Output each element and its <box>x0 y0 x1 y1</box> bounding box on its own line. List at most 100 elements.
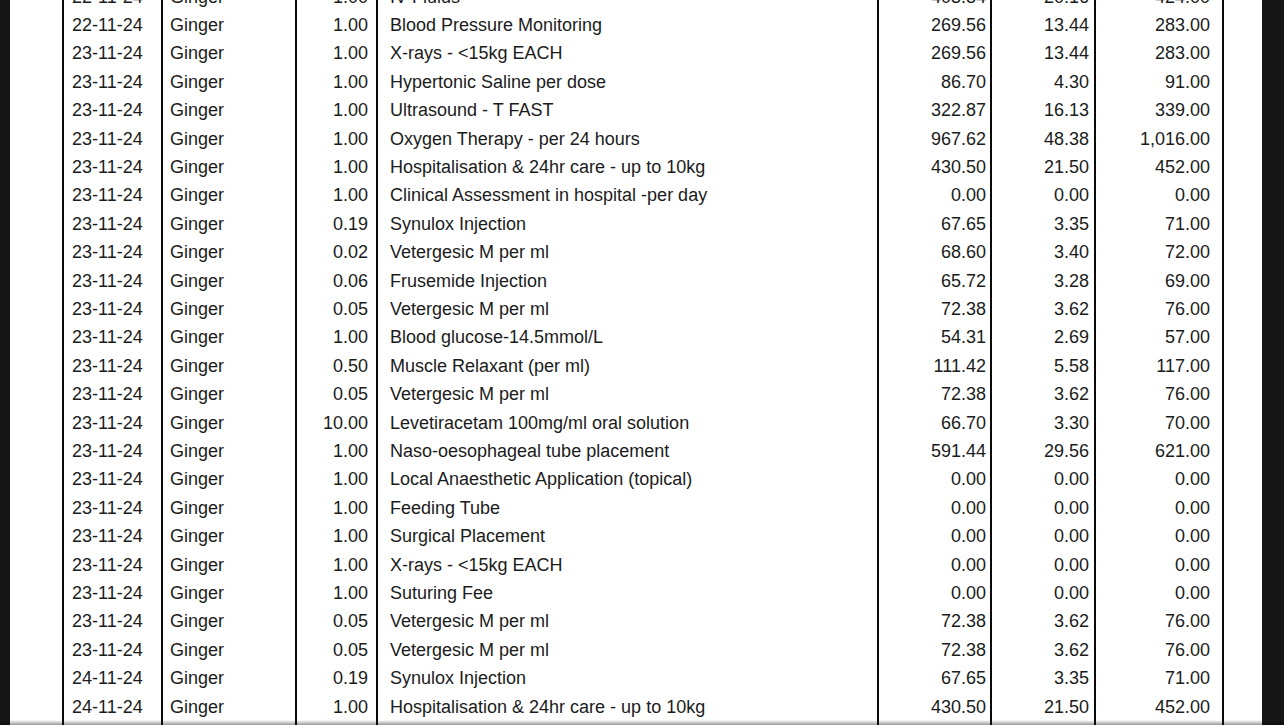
invoice-cell-description: Vetergesic M per ml <box>376 607 877 635</box>
invoice-cell-quantity: 1.00 <box>295 693 376 721</box>
invoice-cell-description: Hypertonic Saline per dose <box>376 68 877 96</box>
invoice-cell-total-amount: 70.00 <box>1094 409 1222 437</box>
invoice-cell-description: IV Fluids <box>376 0 877 11</box>
invoice-cell-net-amount: 72.38 <box>877 380 990 408</box>
invoice-cell-patient: Ginger <box>161 96 295 124</box>
invoice-cell-date: 23-11-24 <box>62 579 161 607</box>
invoice-cell-date: 23-11-24 <box>62 437 161 465</box>
invoice-cell-date: 23-11-24 <box>62 636 161 664</box>
invoice-cell-net-amount: 67.65 <box>877 210 990 238</box>
invoice-rows: 22-11-24Ginger1.00IV Fluids403.8420.1642… <box>62 0 1224 721</box>
invoice-cell-description: Blood Pressure Monitoring <box>376 11 877 39</box>
invoice-cell-net-amount: 72.38 <box>877 607 990 635</box>
invoice-cell-net-amount: 0.00 <box>877 522 990 550</box>
invoice-row: 23-11-24Ginger0.02Vetergesic M per ml68.… <box>62 238 1224 266</box>
invoice-cell-date: 24-11-24 <box>62 664 161 692</box>
invoice-cell-description: Oxygen Therapy - per 24 hours <box>376 125 877 153</box>
invoice-cell-patient: Ginger <box>161 125 295 153</box>
invoice-cell-patient: Ginger <box>161 636 295 664</box>
invoice-cell-net-amount: 403.84 <box>877 0 990 11</box>
invoice-cell-total-amount: 76.00 <box>1094 380 1222 408</box>
invoice-cell-quantity: 0.05 <box>295 380 376 408</box>
invoice-cell-net-amount: 430.50 <box>877 693 990 721</box>
invoice-cell-total-amount: 69.00 <box>1094 267 1222 295</box>
table-right-border <box>1222 0 1224 725</box>
invoice-cell-date: 23-11-24 <box>62 153 161 181</box>
invoice-cell-description: Naso-oesophageal tube placement <box>376 437 877 465</box>
table-left-border <box>62 0 64 725</box>
invoice-cell-patient: Ginger <box>161 437 295 465</box>
invoice-row: 24-11-24Ginger0.19Synulox Injection67.65… <box>62 664 1224 692</box>
invoice-table: 22-11-24Ginger1.00IV Fluids403.8420.1642… <box>62 0 1226 725</box>
invoice-cell-date: 23-11-24 <box>62 267 161 295</box>
invoice-cell-description: Frusemide Injection <box>376 267 877 295</box>
invoice-row: 23-11-24Ginger0.05Vetergesic M per ml72.… <box>62 295 1224 323</box>
invoice-cell-description: Synulox Injection <box>376 210 877 238</box>
invoice-cell-net-amount: 67.65 <box>877 664 990 692</box>
invoice-cell-total-amount: 91.00 <box>1094 68 1222 96</box>
invoice-cell-total-amount: 424.00 <box>1094 0 1222 11</box>
invoice-row: 23-11-24Ginger1.00Oxygen Therapy - per 2… <box>62 125 1224 153</box>
invoice-cell-description: Clinical Assessment in hospital -per day <box>376 181 877 209</box>
invoice-cell-patient: Ginger <box>161 11 295 39</box>
invoice-cell-total-amount: 57.00 <box>1094 323 1222 351</box>
invoice-cell-date: 24-11-24 <box>62 693 161 721</box>
invoice-cell-patient: Ginger <box>161 181 295 209</box>
invoice-cell-total-amount: 283.00 <box>1094 11 1222 39</box>
invoice-cell-net-amount: 0.00 <box>877 181 990 209</box>
invoice-cell-date: 23-11-24 <box>62 181 161 209</box>
invoice-row: 23-11-24Ginger0.05Vetergesic M per ml72.… <box>62 636 1224 664</box>
invoice-cell-description: Feeding Tube <box>376 494 877 522</box>
invoice-row: 23-11-24Ginger1.00Naso-oesophageal tube … <box>62 437 1224 465</box>
invoice-cell-date: 23-11-24 <box>62 352 161 380</box>
invoice-cell-quantity: 0.02 <box>295 238 376 266</box>
column-border-qty-desc <box>376 0 378 725</box>
invoice-cell-vat-amount: 3.62 <box>990 607 1094 635</box>
invoice-cell-date: 23-11-24 <box>62 68 161 96</box>
invoice-cell-vat-amount: 13.44 <box>990 39 1094 67</box>
invoice-row: 22-11-24Ginger1.00Blood Pressure Monitor… <box>62 11 1224 39</box>
invoice-cell-quantity: 1.00 <box>295 96 376 124</box>
invoice-cell-vat-amount: 3.62 <box>990 295 1094 323</box>
invoice-cell-total-amount: 0.00 <box>1094 579 1222 607</box>
invoice-cell-date: 22-11-24 <box>62 0 161 11</box>
invoice-cell-date: 23-11-24 <box>62 238 161 266</box>
invoice-cell-patient: Ginger <box>161 153 295 181</box>
invoice-cell-quantity: 0.05 <box>295 607 376 635</box>
invoice-cell-date: 23-11-24 <box>62 96 161 124</box>
invoice-cell-date: 23-11-24 <box>62 210 161 238</box>
column-border-vat-total <box>1094 0 1096 725</box>
invoice-cell-description: Synulox Injection <box>376 664 877 692</box>
invoice-cell-date: 23-11-24 <box>62 522 161 550</box>
invoice-cell-date: 23-11-24 <box>62 295 161 323</box>
invoice-cell-total-amount: 0.00 <box>1094 494 1222 522</box>
invoice-cell-net-amount: 0.00 <box>877 579 990 607</box>
invoice-row: 24-11-24Ginger1.00Hospitalisation & 24hr… <box>62 693 1224 721</box>
invoice-row: 23-11-24Ginger1.00Ultrasound - T FAST322… <box>62 96 1224 124</box>
invoice-cell-vat-amount: 5.58 <box>990 352 1094 380</box>
invoice-row: 23-11-24Ginger1.00X-rays - <15kg EACH0.0… <box>62 551 1224 579</box>
invoice-cell-vat-amount: 29.56 <box>990 437 1094 465</box>
invoice-cell-description: Hospitalisation & 24hr care - up to 10kg <box>376 153 877 181</box>
invoice-cell-vat-amount: 3.62 <box>990 380 1094 408</box>
invoice-cell-vat-amount: 0.00 <box>990 522 1094 550</box>
invoice-cell-quantity: 1.00 <box>295 0 376 11</box>
invoice-cell-total-amount: 0.00 <box>1094 465 1222 493</box>
invoice-cell-date: 23-11-24 <box>62 551 161 579</box>
invoice-cell-total-amount: 76.00 <box>1094 636 1222 664</box>
invoice-cell-description: Vetergesic M per ml <box>376 238 877 266</box>
invoice-cell-patient: Ginger <box>161 238 295 266</box>
invoice-cell-net-amount: 0.00 <box>877 551 990 579</box>
invoice-cell-date: 23-11-24 <box>62 323 161 351</box>
invoice-cell-patient: Ginger <box>161 68 295 96</box>
invoice-cell-total-amount: 0.00 <box>1094 181 1222 209</box>
invoice-cell-net-amount: 322.87 <box>877 96 990 124</box>
invoice-cell-net-amount: 72.38 <box>877 636 990 664</box>
invoice-cell-quantity: 0.06 <box>295 267 376 295</box>
invoice-row: 23-11-24Ginger0.06Frusemide Injection65.… <box>62 267 1224 295</box>
invoice-cell-description: Ultrasound - T FAST <box>376 96 877 124</box>
invoice-cell-total-amount: 452.00 <box>1094 153 1222 181</box>
invoice-row: 23-11-24Ginger1.00Blood glucose-14.5mmol… <box>62 323 1224 351</box>
invoice-row: 23-11-24Ginger1.00Clinical Assessment in… <box>62 181 1224 209</box>
invoice-cell-vat-amount: 2.69 <box>990 323 1094 351</box>
